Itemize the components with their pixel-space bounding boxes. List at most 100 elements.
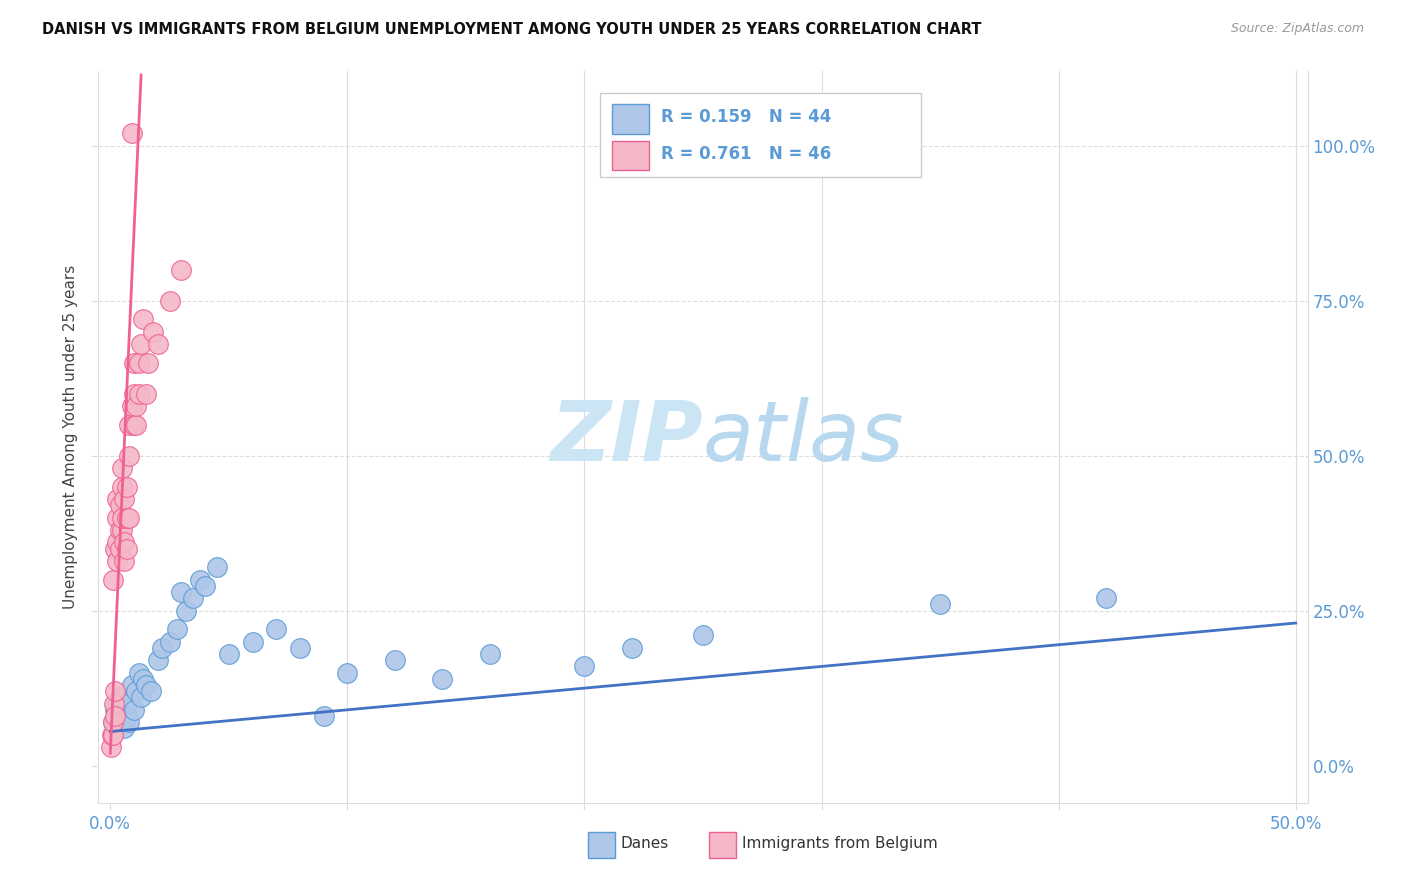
Point — [105, 535, 128, 549]
Point — [114, 722, 136, 736]
Point — [152, 640, 174, 655]
Point — [384, 653, 406, 667]
Point — [139, 684, 162, 698]
Point — [100, 739, 122, 754]
Point — [620, 640, 643, 655]
Point — [190, 573, 212, 587]
Point — [118, 510, 141, 524]
Point — [159, 293, 181, 308]
Point — [105, 554, 128, 568]
Point — [101, 728, 124, 742]
Point — [118, 417, 141, 432]
Text: Danes: Danes — [621, 836, 669, 851]
Point — [115, 480, 138, 494]
Point — [692, 628, 714, 642]
Point — [104, 541, 127, 556]
Point — [105, 491, 128, 506]
Point — [108, 690, 131, 705]
Text: R = 0.159   N = 44: R = 0.159 N = 44 — [661, 108, 831, 126]
Point — [205, 560, 228, 574]
Point — [101, 728, 124, 742]
FancyBboxPatch shape — [709, 832, 735, 858]
Point — [170, 585, 193, 599]
Point — [129, 337, 152, 351]
Point — [111, 523, 134, 537]
Text: Immigrants from Belgium: Immigrants from Belgium — [742, 836, 938, 851]
Point — [135, 386, 157, 401]
Point — [101, 715, 124, 730]
Point — [108, 523, 131, 537]
Point — [111, 715, 134, 730]
Point — [136, 356, 159, 370]
Point — [121, 399, 143, 413]
FancyBboxPatch shape — [613, 141, 648, 170]
Point — [118, 449, 141, 463]
Point — [264, 622, 287, 636]
Point — [166, 622, 188, 636]
Point — [929, 598, 952, 612]
Point — [122, 703, 145, 717]
Point — [121, 678, 143, 692]
Point — [128, 386, 150, 401]
Point — [146, 337, 169, 351]
Point — [114, 535, 136, 549]
Point — [129, 690, 152, 705]
Point — [170, 262, 193, 277]
Point — [288, 640, 311, 655]
Point — [118, 715, 141, 730]
Point — [125, 684, 148, 698]
Point — [114, 554, 136, 568]
Point — [159, 634, 181, 648]
Point — [104, 703, 127, 717]
Point — [122, 386, 145, 401]
Point — [181, 591, 204, 606]
Text: DANISH VS IMMIGRANTS FROM BELGIUM UNEMPLOYMENT AMONG YOUTH UNDER 25 YEARS CORREL: DANISH VS IMMIGRANTS FROM BELGIUM UNEMPL… — [42, 22, 981, 37]
Point — [142, 325, 165, 339]
Point — [111, 480, 134, 494]
Point — [115, 510, 138, 524]
Point — [242, 634, 264, 648]
Point — [111, 510, 134, 524]
Point — [115, 541, 138, 556]
Point — [218, 647, 240, 661]
Point — [128, 665, 150, 680]
Point — [101, 715, 124, 730]
Point — [108, 709, 131, 723]
Text: ZIP: ZIP — [550, 397, 703, 477]
Point — [105, 697, 128, 711]
Point — [194, 579, 217, 593]
Point — [174, 604, 197, 618]
Point — [132, 672, 155, 686]
Point — [104, 709, 127, 723]
Point — [108, 541, 131, 556]
Point — [432, 672, 454, 686]
Point — [1095, 591, 1118, 606]
Point — [104, 684, 127, 698]
Point — [114, 491, 136, 506]
Point — [121, 126, 143, 140]
FancyBboxPatch shape — [600, 94, 921, 178]
Y-axis label: Unemployment Among Youth under 25 years: Unemployment Among Youth under 25 years — [63, 265, 79, 609]
Point — [336, 665, 359, 680]
Point — [128, 356, 150, 370]
Point — [108, 498, 131, 512]
Point — [312, 709, 335, 723]
Point — [125, 399, 148, 413]
Point — [103, 697, 125, 711]
Point — [101, 573, 124, 587]
FancyBboxPatch shape — [613, 104, 648, 134]
Point — [111, 461, 134, 475]
Point — [122, 417, 145, 432]
Point — [115, 709, 138, 723]
FancyBboxPatch shape — [588, 832, 614, 858]
Point — [125, 417, 148, 432]
Point — [111, 703, 134, 717]
Text: Source: ZipAtlas.com: Source: ZipAtlas.com — [1230, 22, 1364, 36]
Point — [122, 356, 145, 370]
Point — [135, 678, 157, 692]
Point — [105, 510, 128, 524]
Text: R = 0.761   N = 46: R = 0.761 N = 46 — [661, 145, 831, 162]
Point — [574, 659, 596, 673]
Point — [132, 312, 155, 326]
Point — [478, 647, 501, 661]
